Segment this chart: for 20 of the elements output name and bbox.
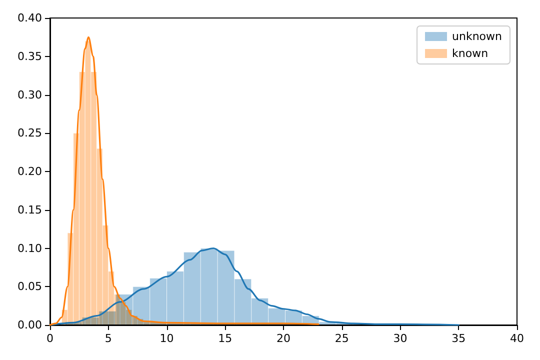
legend-label: known bbox=[452, 47, 488, 60]
x-tick-label: 20 bbox=[276, 332, 290, 345]
y-tick-label: 0.40 bbox=[18, 12, 42, 24]
y-tick-label: 0.35 bbox=[18, 50, 42, 63]
x-tick-label: 35 bbox=[452, 332, 466, 345]
x-tick-label: 10 bbox=[160, 332, 174, 345]
x-tick-label: 5 bbox=[104, 332, 112, 345]
y-tick-label: 0.20 bbox=[18, 165, 42, 178]
y-tick-label: 0.00 bbox=[18, 318, 42, 332]
y-tick-label: 0.30 bbox=[18, 88, 42, 102]
x-tick-label: 30 bbox=[393, 332, 408, 345]
x-tick-label: 0 bbox=[46, 332, 54, 345]
x-tick-label: 15 bbox=[218, 332, 232, 345]
legend-label: unknown bbox=[452, 30, 502, 43]
x-tick-label: 25 bbox=[334, 332, 349, 345]
x-tick-label: 40 bbox=[510, 332, 524, 345]
y-tick-label: 0.05 bbox=[18, 280, 42, 294]
y-tick-label: 0.15 bbox=[18, 203, 42, 216]
y-tick-label: 0.10 bbox=[18, 242, 42, 255]
y-tick-label: 0.25 bbox=[18, 126, 42, 140]
